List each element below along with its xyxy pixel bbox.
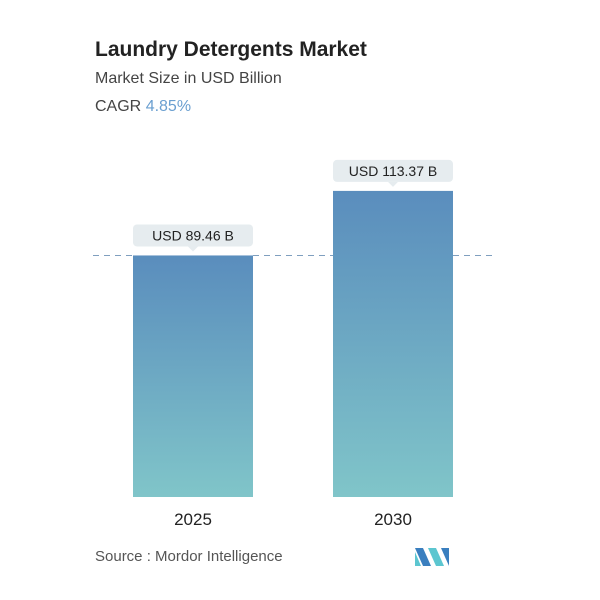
bar-2030 (333, 190, 453, 497)
chart-title: Laundry Detergents Market (95, 38, 367, 61)
cagr-value: 4.85% (145, 98, 192, 115)
x-tick-label: 2030 (374, 510, 412, 529)
x-tick-label: 2025 (174, 510, 212, 529)
cagr: CAGR 4.85% (95, 98, 191, 116)
data-label-pointer (188, 246, 198, 252)
data-label-bg (333, 159, 453, 182)
data-label: USD 89.46 B (152, 227, 234, 243)
data-label-pointer (388, 181, 398, 187)
data-label-bg (133, 224, 253, 247)
bar-2025 (133, 255, 253, 497)
chart-subtitle: Market Size in USD Billion (95, 70, 282, 87)
data-label: USD 113.37 B (349, 163, 437, 179)
cagr-label: CAGR (95, 98, 142, 115)
source-text: Source : Mordor Intelligence (95, 548, 283, 565)
